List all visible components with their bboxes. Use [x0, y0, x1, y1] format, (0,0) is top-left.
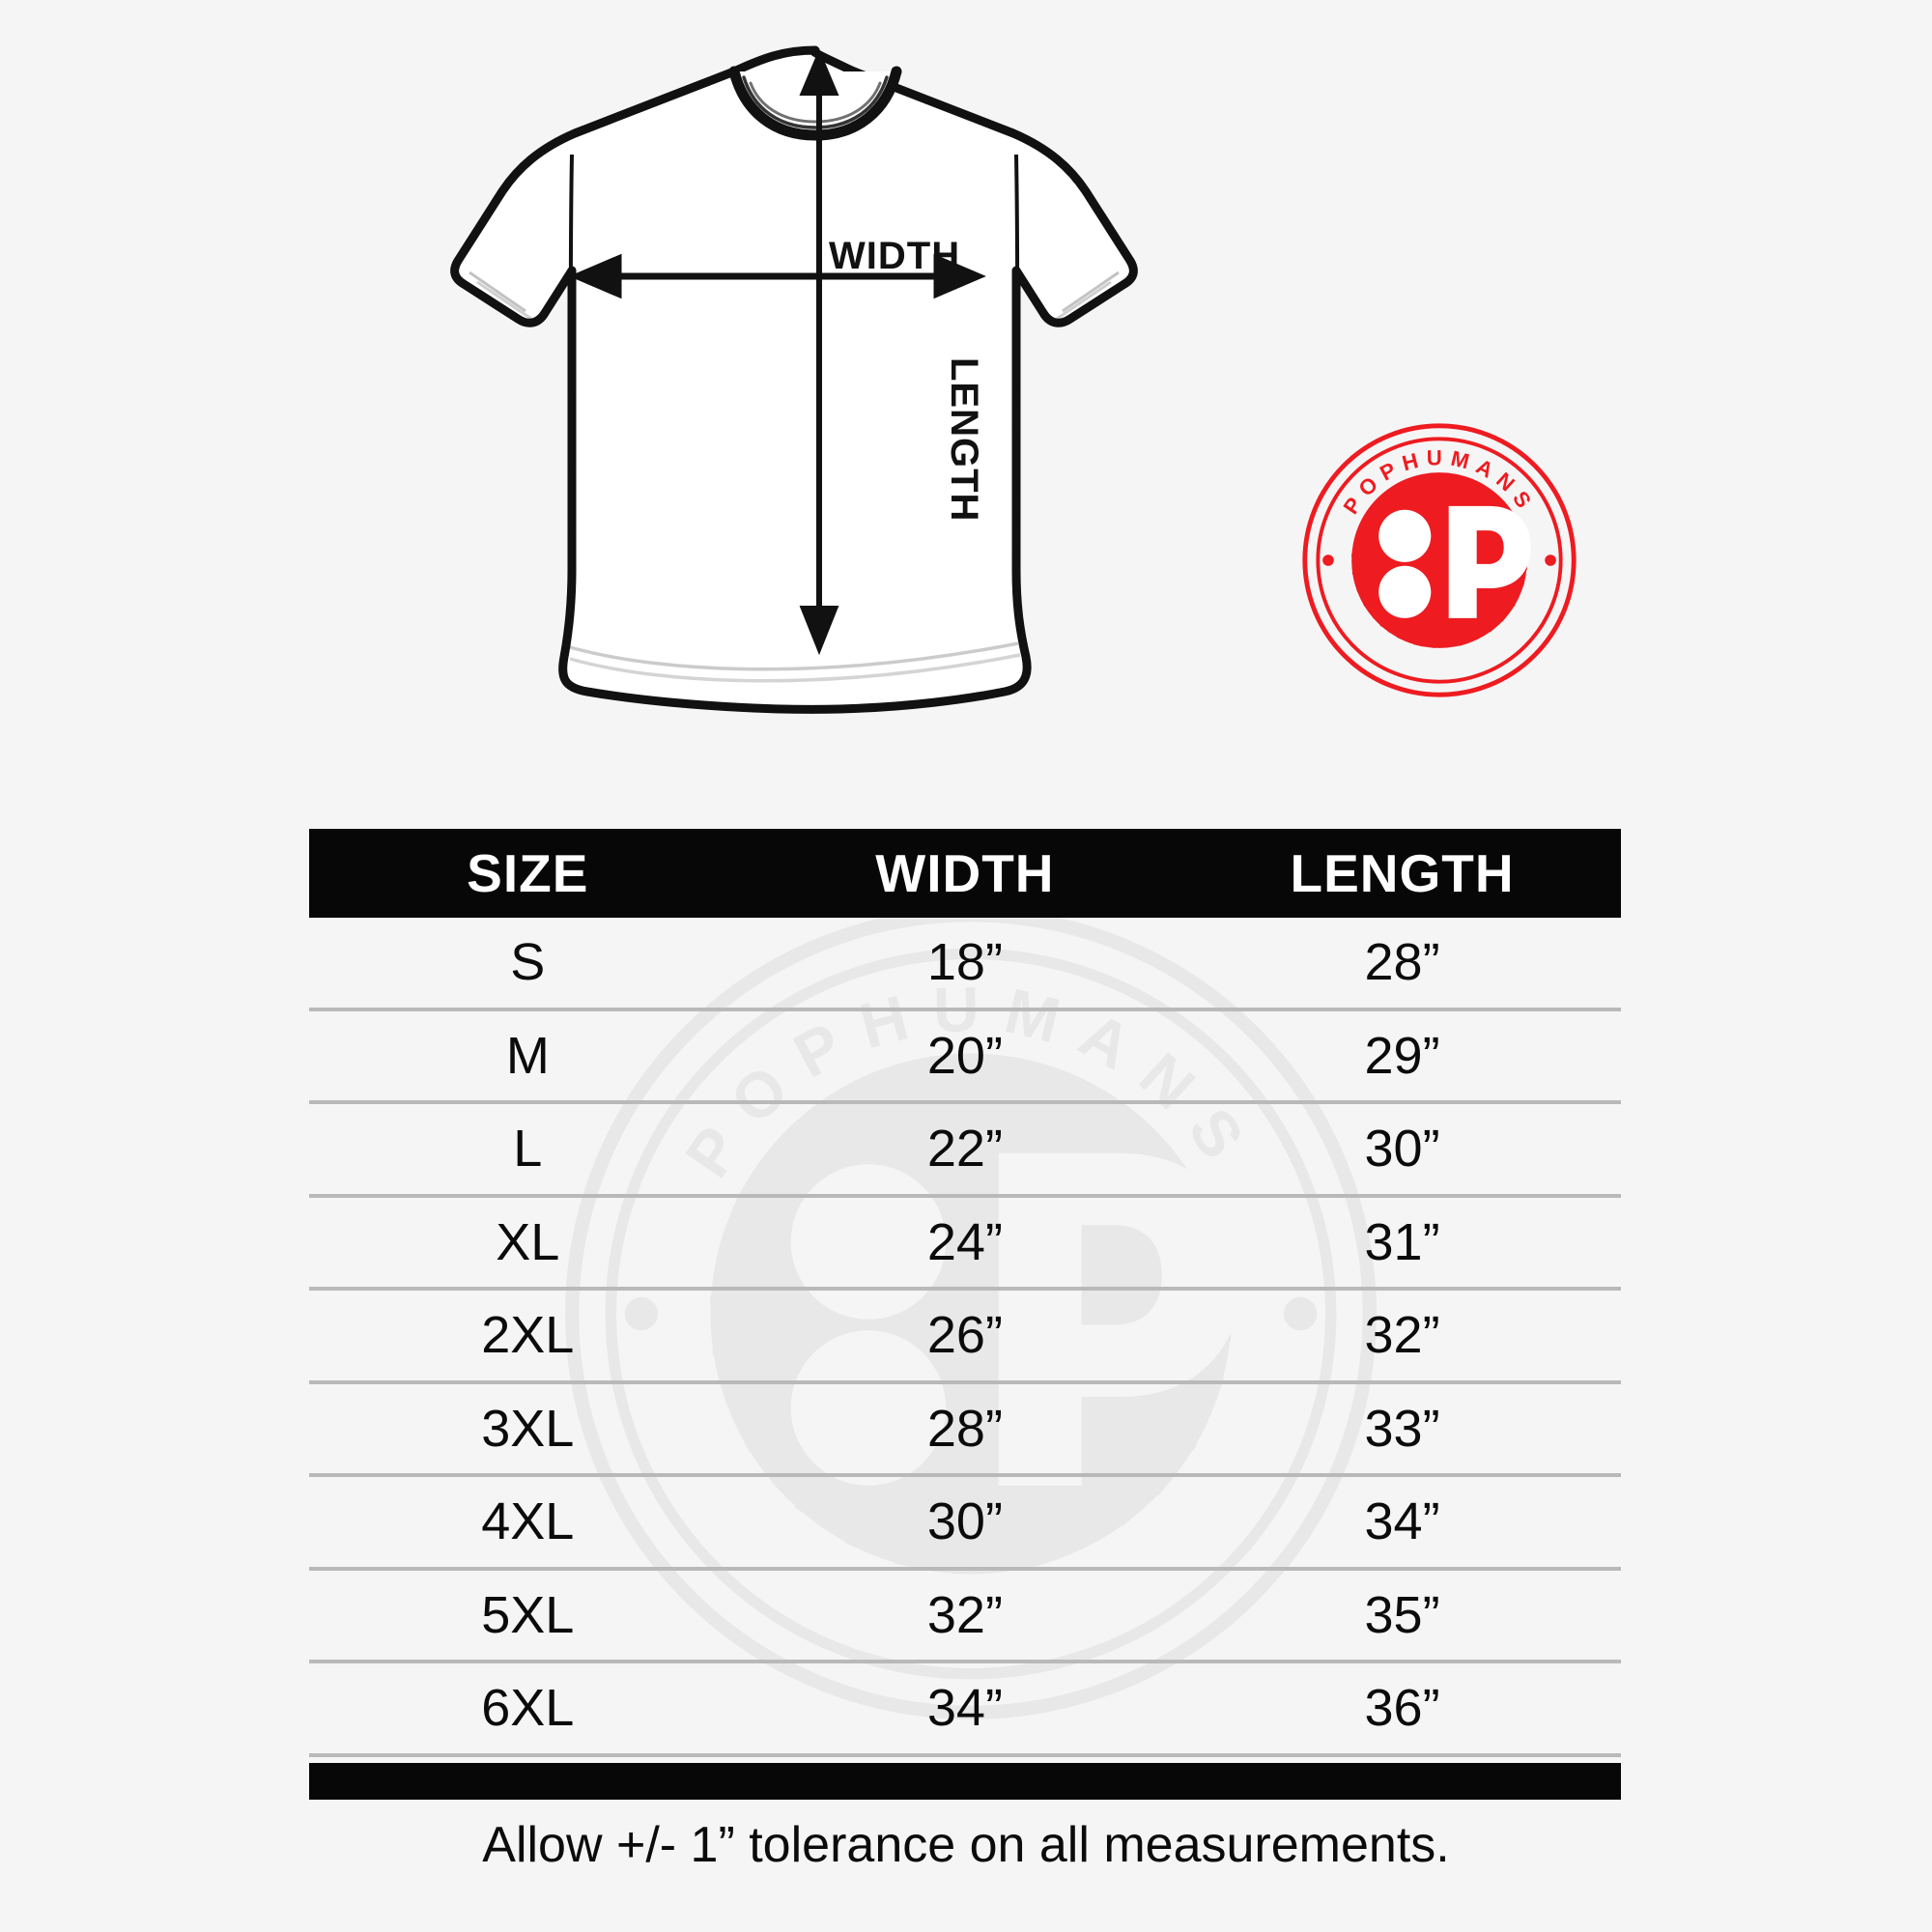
size-chart-table: SIZE WIDTH LENGTH S 18” 28” M 20” 29” L …: [309, 829, 1621, 1800]
table-row: L 22” 30”: [309, 1104, 1621, 1198]
table-row: S 18” 28”: [309, 918, 1621, 1011]
cell-length: 34”: [1364, 1492, 1440, 1551]
width-dimension-label: WIDTH: [829, 235, 961, 277]
cell-size: 5XL: [481, 1585, 575, 1644]
table-row: 4XL 30” 34”: [309, 1477, 1621, 1571]
cell-width: 28”: [926, 1399, 1003, 1458]
cell-length: 32”: [1364, 1306, 1440, 1365]
cell-length: 29”: [1364, 1026, 1440, 1085]
cell-size: XL: [496, 1212, 560, 1271]
cell-size: M: [505, 1026, 550, 1085]
table-row: 5XL 32” 35”: [309, 1571, 1621, 1663]
cell-length: 28”: [1364, 933, 1440, 992]
cell-length: 30”: [1364, 1120, 1440, 1179]
badge-circle-upper: [1378, 509, 1432, 562]
cell-size: 4XL: [481, 1492, 575, 1551]
table-row: 3XL 28” 33”: [309, 1384, 1621, 1477]
table-row: 6XL 34” 36”: [309, 1663, 1621, 1757]
table-header-row: SIZE WIDTH LENGTH: [309, 829, 1621, 918]
cell-length: 31”: [1364, 1212, 1440, 1271]
badge-letter-p: [1448, 505, 1531, 618]
cell-length: 35”: [1364, 1585, 1440, 1644]
cell-width: 30”: [926, 1492, 1003, 1551]
cell-width: 32”: [926, 1585, 1003, 1644]
tshirt-illustration: [425, 29, 1198, 792]
cell-width: 24”: [926, 1212, 1003, 1271]
cell-length: 36”: [1364, 1679, 1440, 1738]
cell-size: 3XL: [481, 1399, 575, 1458]
tolerance-note: Allow +/- 1” tolerance on all measuremen…: [482, 1817, 1450, 1873]
length-dimension-label: LENGTH: [943, 357, 985, 523]
cell-width: 34”: [926, 1679, 1003, 1738]
badge-circle-lower: [1378, 565, 1432, 618]
cell-size: 6XL: [481, 1679, 575, 1738]
pophumans-logo-badge: POPHUMANS OFFICIALLY LICENSED: [1299, 420, 1579, 700]
table-row: 2XL 26” 32”: [309, 1291, 1621, 1384]
cell-width: 22”: [926, 1120, 1003, 1179]
cell-width: 18”: [926, 933, 1003, 992]
cell-size: L: [513, 1120, 543, 1179]
cell-width: 20”: [926, 1026, 1003, 1085]
table-row: XL 24” 31”: [309, 1198, 1621, 1291]
badge-dot-right: [1545, 554, 1556, 566]
column-header-size: SIZE: [467, 843, 589, 903]
badge-dot-left: [1322, 554, 1334, 566]
cell-size: S: [510, 933, 546, 992]
table-row: M 20” 29”: [309, 1011, 1621, 1104]
cell-width: 26”: [926, 1306, 1003, 1365]
column-header-length: LENGTH: [1290, 843, 1515, 903]
table-bottom-bar: [309, 1762, 1621, 1800]
cell-length: 33”: [1364, 1399, 1440, 1458]
cell-size: 2XL: [481, 1306, 575, 1365]
column-header-width: WIDTH: [875, 843, 1055, 903]
